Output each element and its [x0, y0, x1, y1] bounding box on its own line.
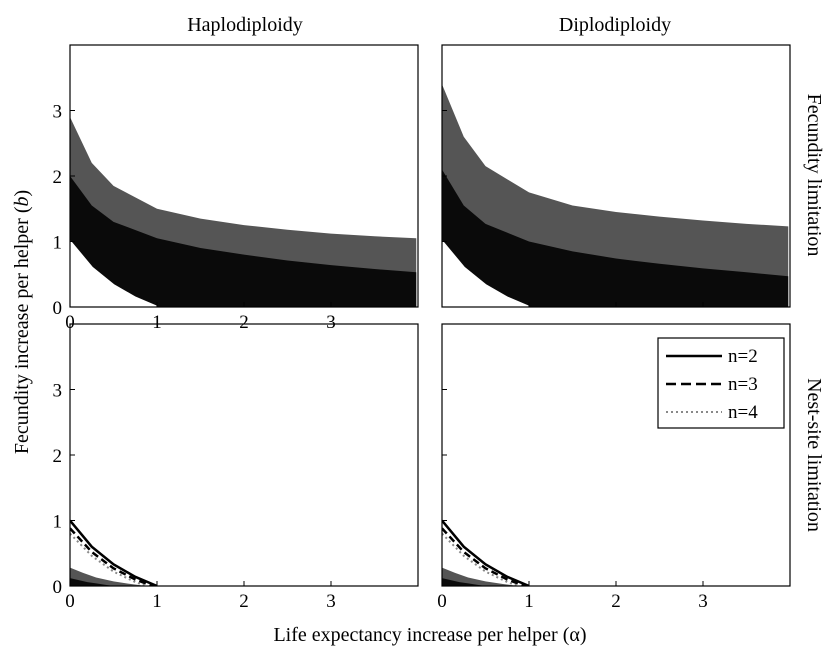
series-line-n2	[442, 240, 530, 307]
panel-4: 0 1 2 3	[437, 323, 791, 612]
x-tick-label: 1	[152, 591, 162, 612]
series-line-n4	[70, 253, 147, 307]
legend: n=2 n=3 n=4	[657, 337, 785, 429]
chart-panels: 0 1 2 3 0 1 2 3 0 1 2 3 0 1 2 3 0 1 2 3	[53, 44, 791, 612]
y-tick-label: 2	[53, 446, 63, 467]
x-axis-label-end: )	[580, 624, 587, 646]
x-axis-label-symbol: α	[569, 624, 580, 646]
row-title-fecundity-limitation: Fecundity limitation	[803, 94, 824, 257]
panel-plot-area	[442, 519, 530, 586]
x-tick-label: 1	[152, 312, 162, 333]
y-axis-label-symbol: b	[11, 197, 33, 207]
x-tick-label: 2	[239, 312, 249, 333]
series-line-n3	[442, 527, 526, 586]
x-tick-label: 2	[239, 591, 249, 612]
panel-2	[441, 44, 791, 308]
legend-label-n2: n=2	[728, 346, 758, 367]
series-line-n2	[70, 519, 158, 586]
white-region	[70, 520, 157, 586]
series-line-n2	[70, 240, 158, 307]
y-tick-label: 3	[53, 102, 63, 123]
y-axis-label: Fecundity increase per helper (b)	[11, 190, 33, 454]
series-line-n4	[70, 532, 147, 586]
panel-plot-area	[442, 84, 789, 307]
black-region	[70, 176, 417, 307]
grey-region	[442, 567, 519, 586]
black-region	[442, 578, 486, 586]
series-line-n4	[442, 253, 519, 307]
x-tick-label: 0	[65, 312, 75, 333]
white-region	[442, 241, 529, 307]
black-region	[442, 169, 789, 307]
panel-3: 0 1 2 3 0 1 2 3	[53, 323, 419, 612]
grey-region	[70, 567, 147, 586]
x-tick-label: 1	[524, 591, 534, 612]
panel-frame	[69, 323, 419, 587]
series-line-n4	[442, 532, 519, 586]
y-axis-label-end: )	[11, 190, 33, 197]
black-region	[70, 578, 114, 586]
y-axis-label-text: Fecundity increase per helper (	[11, 206, 33, 454]
legend-label-n3: n=3	[728, 374, 758, 395]
x-axis-label: Life expectancy increase per helper (α)	[273, 624, 586, 646]
panel-plot-area	[70, 519, 158, 586]
legend-label-n4: n=4	[728, 402, 758, 423]
x-tick-label: 3	[698, 591, 708, 612]
column-title-haplodiploidy: Haplodiploidy	[187, 14, 303, 36]
row-title-nest-site-limitation: Nest-site limitation	[803, 378, 824, 532]
y-tick-label: 2	[53, 167, 63, 188]
panel-1: 0 1 2 3 0 1 2 3	[53, 44, 419, 333]
x-tick-label: 2	[611, 591, 621, 612]
series-line-n3	[70, 248, 154, 307]
y-tick-label: 0	[53, 577, 63, 598]
series-line-n2	[442, 519, 530, 586]
column-title-diplodiploidy: Diplodiploidy	[559, 14, 671, 36]
white-region	[70, 241, 157, 307]
y-tick-label: 0	[53, 298, 63, 319]
y-tick-label: 1	[53, 233, 63, 254]
x-tick-label: 0	[65, 591, 75, 612]
x-tick-label: 0	[437, 591, 447, 612]
x-axis-label-text: Life expectancy increase per helper (	[273, 624, 569, 646]
y-tick-label: 3	[53, 381, 63, 402]
panel-plot-area	[70, 117, 417, 307]
x-tick-label: 3	[326, 312, 336, 333]
y-tick-label: 1	[53, 512, 63, 533]
series-line-n3	[442, 248, 526, 307]
series-line-n3	[70, 527, 154, 586]
x-tick-label: 3	[326, 591, 336, 612]
white-region	[442, 520, 529, 586]
